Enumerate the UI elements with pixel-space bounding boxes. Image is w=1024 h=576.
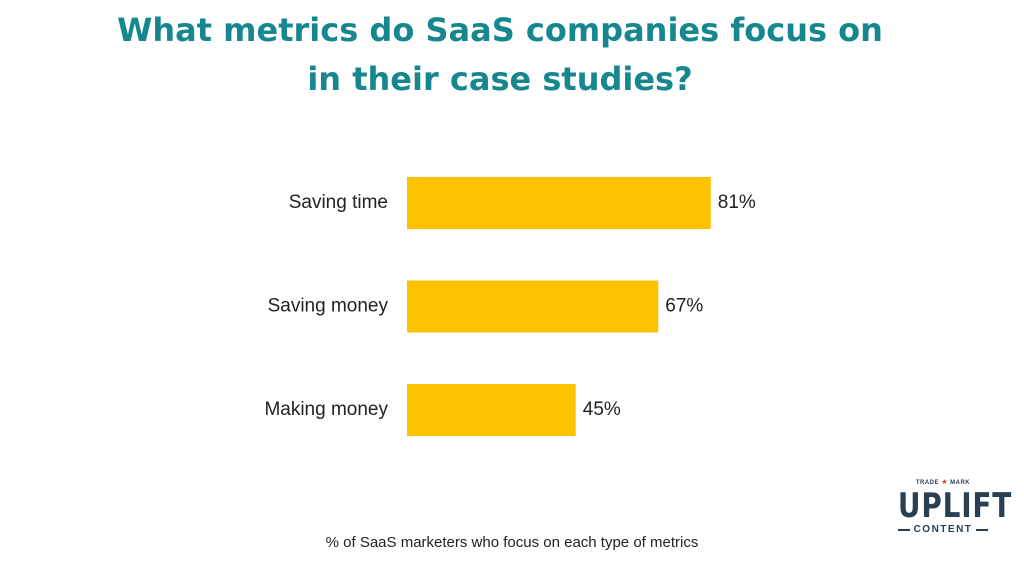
logo-trademark-right: MARK [950, 480, 971, 486]
star-icon: ★ [941, 479, 948, 486]
logo-wordmark: UPLIFT [897, 486, 1013, 526]
value-label-1: 67% [665, 296, 703, 317]
value-label-2: 45% [583, 399, 621, 420]
category-label-0: Saving time [289, 192, 388, 213]
value-label-0: 81% [718, 192, 756, 213]
bar-1 [407, 280, 659, 333]
category-label-1: Saving money [268, 296, 389, 317]
logo-trademark-left: TRADE [915, 480, 940, 486]
logo-subtitle-text: CONTENT [913, 524, 973, 535]
logo-rule-right [976, 528, 989, 531]
logo-rule-left [897, 528, 910, 531]
bar-2 [407, 384, 576, 436]
chart-title-line-1: What metrics do SaaS companies focus on [117, 11, 883, 49]
bar-0 [407, 177, 711, 229]
uplift-content-logo: TRADE ★ MARK UPLIFT CONTENT [888, 478, 1013, 554]
chart-caption: % of SaaS marketers who focus on each ty… [325, 534, 699, 551]
category-label-2: Making money [264, 399, 388, 420]
logo-trademark: TRADE ★ MARK [888, 478, 998, 488]
logo-subtitle: CONTENT [888, 524, 998, 535]
chart-title-line-2: in their case studies? [307, 60, 693, 98]
chart-title: What metrics do SaaS companies focus on … [0, 6, 1000, 104]
